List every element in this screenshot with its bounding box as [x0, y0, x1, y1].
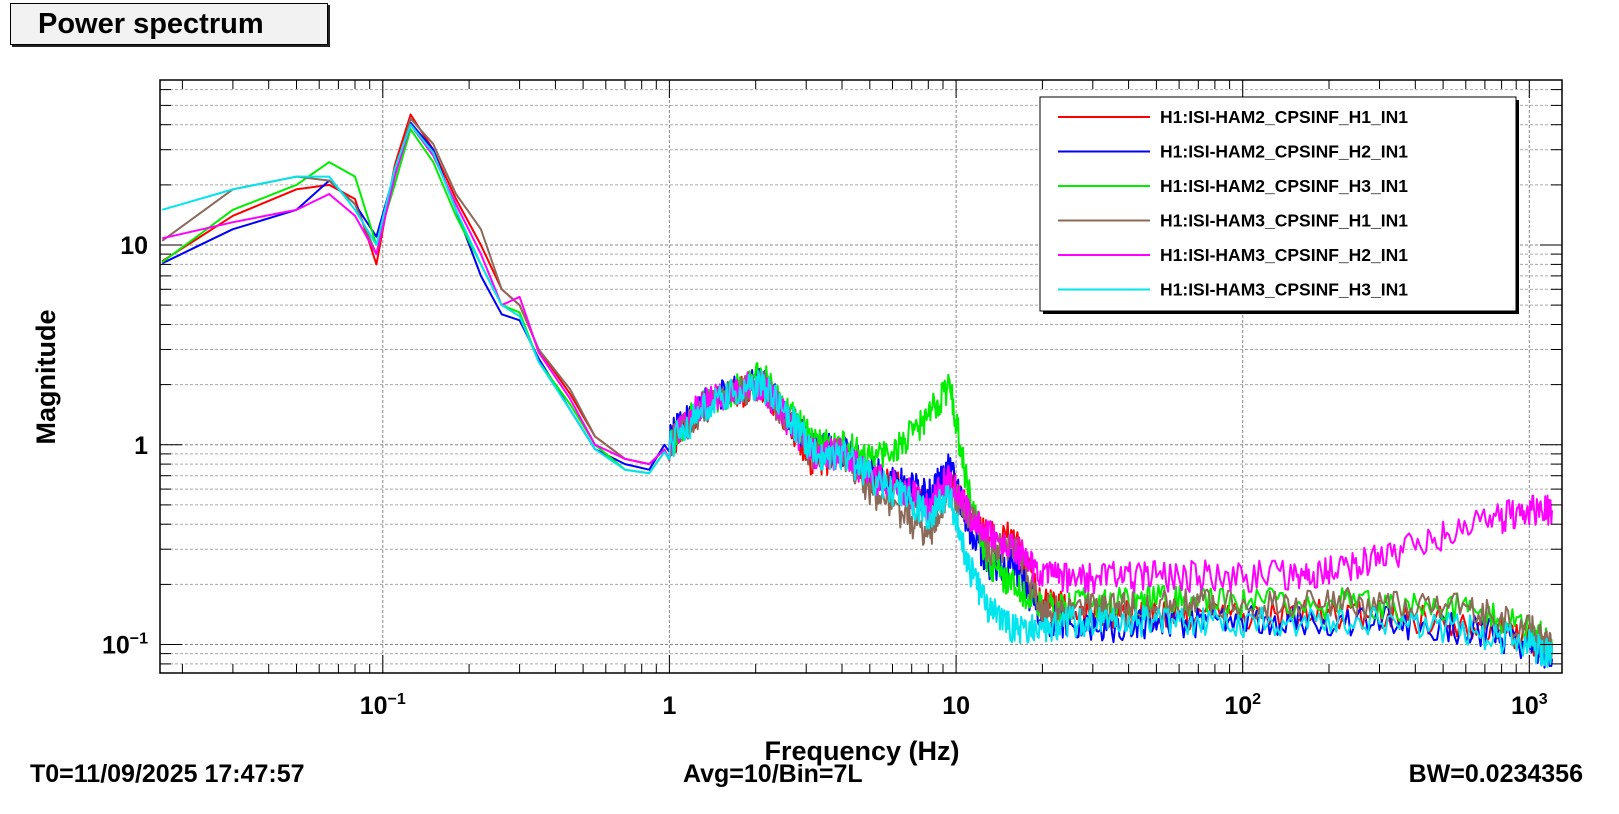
x-tick-label: 10−1 — [360, 691, 406, 720]
legend-entry-label: H1:ISI-HAM2_CPSINF_H2_IN1 — [1160, 142, 1408, 162]
grid — [160, 80, 1562, 673]
legend-entry-label: H1:ISI-HAM3_CPSINF_H1_IN1 — [1160, 211, 1408, 231]
start-time-label: T0=11/09/2025 17:47:57 — [30, 760, 305, 788]
series-line — [161, 123, 1553, 668]
axis-ticks: 10−1 1 10 102 103 10−1 1 10 — [102, 80, 1562, 720]
legend-box — [1039, 96, 1517, 312]
series-layer — [161, 113, 1553, 669]
x-tick-label: 1 — [662, 692, 676, 720]
legend-entry-label: H1:ISI-HAM3_CPSINF_H2_IN1 — [1160, 245, 1408, 265]
plot-frame — [159, 79, 1563, 674]
y-axis-title: Magnitude — [31, 310, 61, 445]
x-tick-label: 102 — [1224, 691, 1261, 720]
averaging-label: Avg=10/Bin=7L — [683, 760, 863, 788]
x-tick-label: 103 — [1511, 691, 1548, 720]
legend-entry-label: H1:ISI-HAM3_CPSINF_H3_IN1 — [1160, 280, 1408, 300]
chart-title: Power spectrum — [10, 3, 328, 45]
y-tick-label: 10 — [120, 232, 148, 260]
legend: H1:ISI-HAM2_CPSINF_H1_IN1 H1:ISI-HAM2_CPS… — [1039, 96, 1519, 314]
y-tick-label: 1 — [134, 432, 148, 460]
legend-entry-label: H1:ISI-HAM2_CPSINF_H3_IN1 — [1160, 176, 1408, 196]
x-axis-title: Frequency (Hz) — [764, 736, 959, 766]
x-tick-label: 10 — [942, 692, 970, 720]
series-line — [161, 123, 1553, 595]
legend-entry-label: H1:ISI-HAM2_CPSINF_H1_IN1 — [1160, 107, 1408, 127]
y-tick-label: 10−1 — [102, 631, 148, 660]
bandwidth-label: BW=0.0234356 — [1408, 760, 1583, 788]
